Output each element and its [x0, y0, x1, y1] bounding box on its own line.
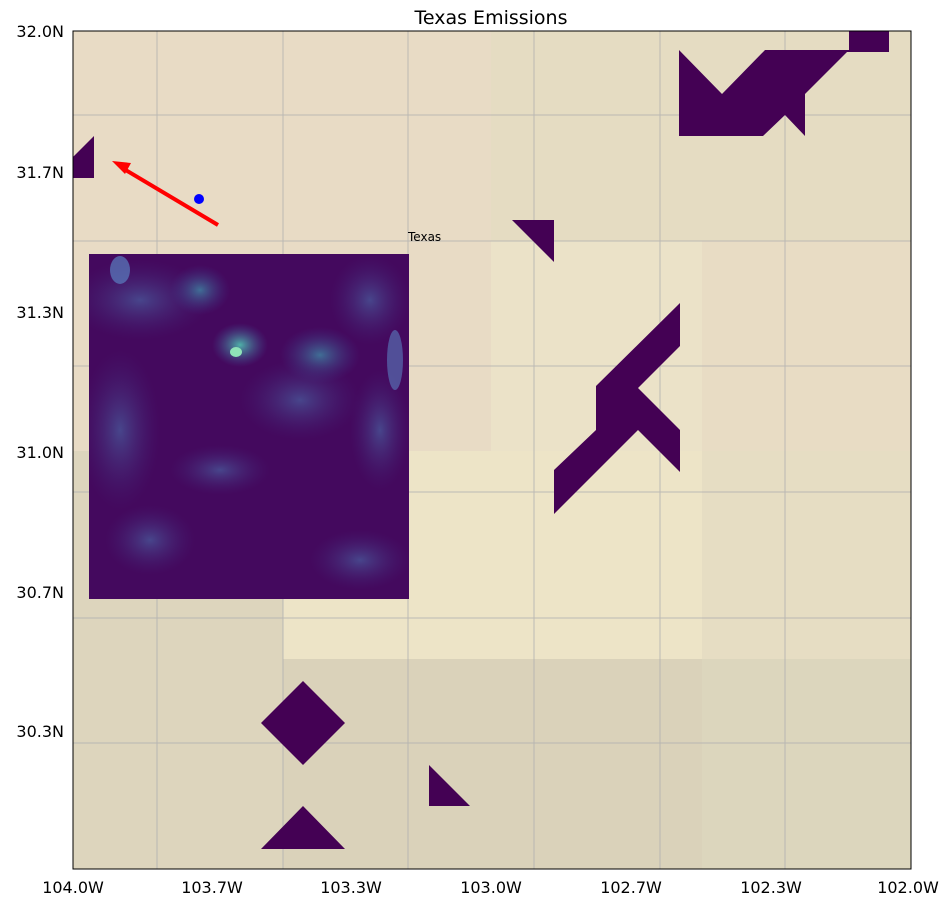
- satellite-inset: [89, 254, 409, 599]
- map-border: [72, 30, 912, 870]
- emission-region: [512, 220, 554, 262]
- inset-texture: [89, 255, 409, 590]
- x-tick-label: 102.3W: [740, 878, 802, 897]
- y-tick-label: 30.7N: [16, 583, 64, 602]
- terrain-tile: [702, 659, 911, 869]
- y-tick-label: 32.0N: [16, 22, 64, 41]
- arrow-shaft: [122, 167, 220, 227]
- y-tick-label: 31.3N: [16, 303, 64, 322]
- emission-region: [679, 31, 889, 136]
- x-tick-label: 102.7W: [600, 878, 662, 897]
- x-tick-label: 102.0W: [877, 878, 939, 897]
- arrow-head: [112, 161, 131, 174]
- emission-polygons: [73, 31, 889, 849]
- x-tick-label: 103.0W: [460, 878, 522, 897]
- region-label: Texas: [407, 230, 441, 244]
- y-axis-labels: 32.0N 31.7N 31.3N 31.0N 30.7N 30.3N: [16, 22, 64, 741]
- emission-region: [429, 765, 470, 806]
- emission-region: [73, 136, 94, 178]
- terrain-tile: [702, 241, 911, 451]
- emission-region: [261, 806, 345, 849]
- x-tick-label: 103.3W: [320, 878, 382, 897]
- y-tick-label: 31.7N: [16, 163, 64, 182]
- map-title: Texas Emissions: [414, 7, 568, 29]
- map-area: Texas: [72, 30, 912, 870]
- y-tick-label: 30.3N: [16, 722, 64, 741]
- x-axis-labels: 104.0W 103.7W 103.3W 103.0W 102.7W 102.3…: [42, 878, 939, 897]
- emission-region: [261, 681, 345, 765]
- location-marker: [194, 194, 204, 204]
- emission-region: [554, 303, 680, 514]
- y-tick-label: 31.0N: [16, 443, 64, 462]
- x-tick-label: 104.0W: [42, 878, 104, 897]
- terrain-tile: [702, 451, 911, 659]
- x-tick-label: 103.7W: [181, 878, 243, 897]
- pointer-arrow: [112, 161, 220, 227]
